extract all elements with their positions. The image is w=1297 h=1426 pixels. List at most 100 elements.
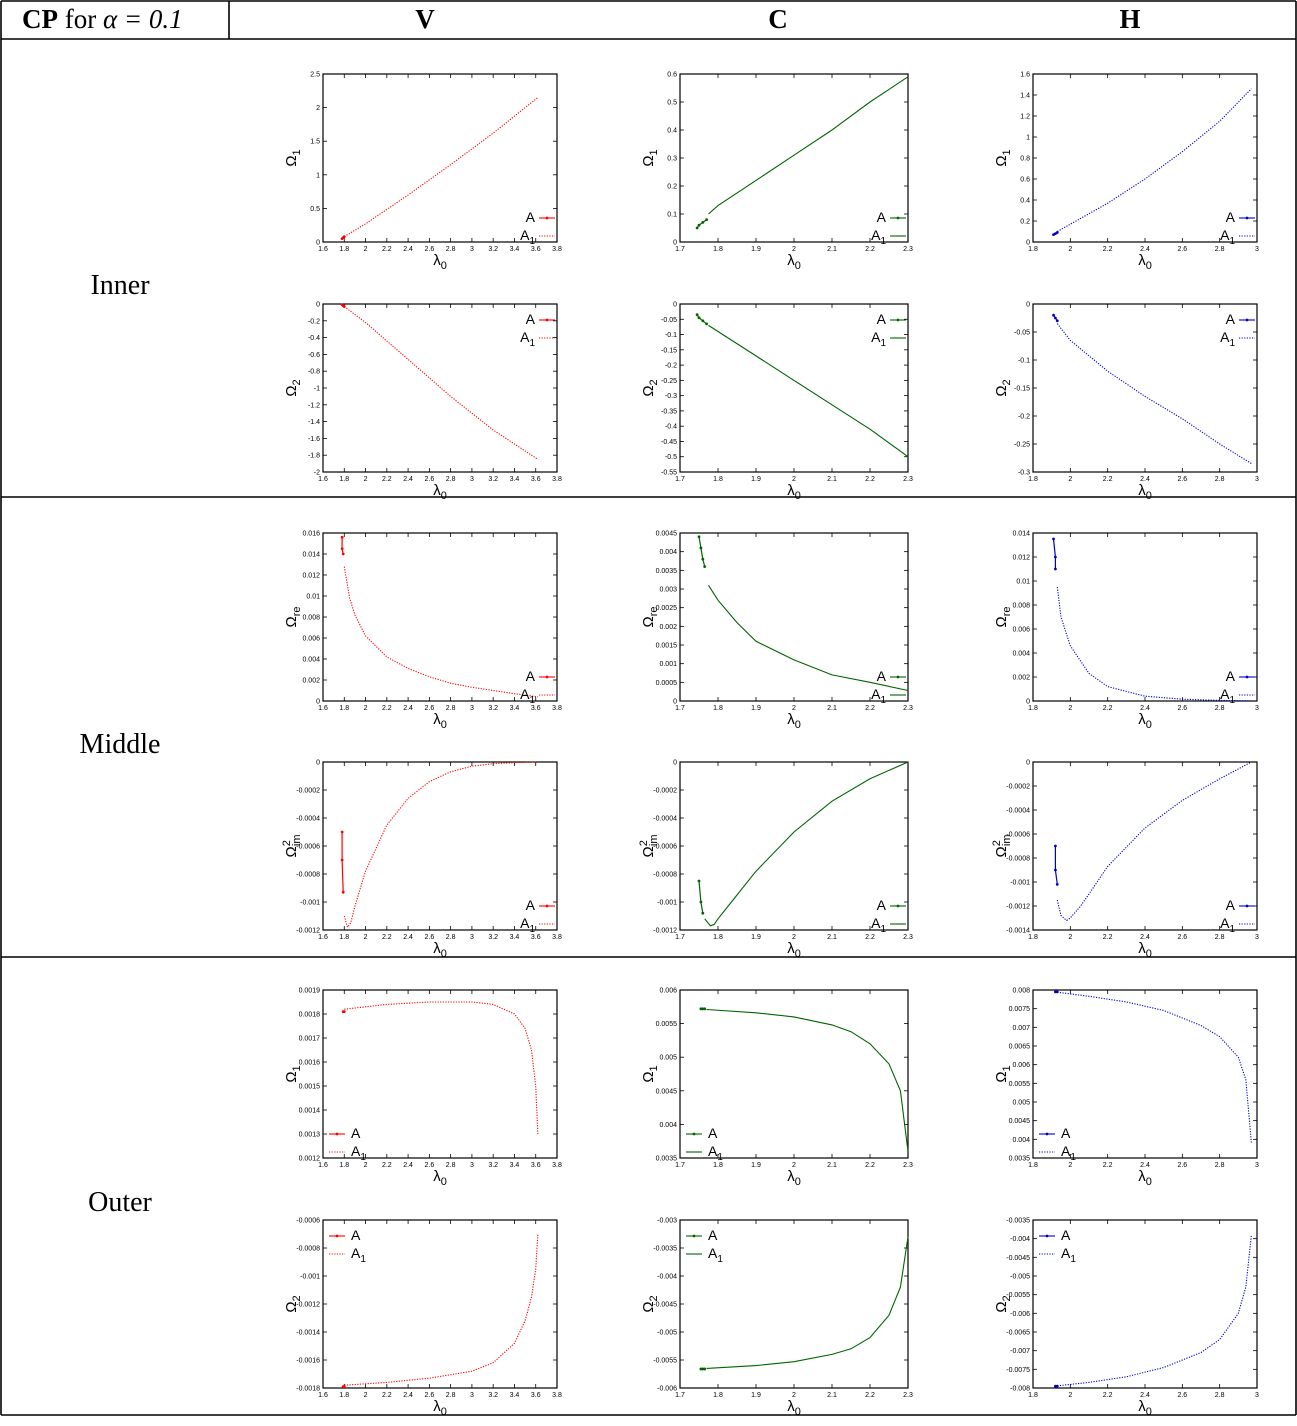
y-tick-label: 0.4 — [667, 128, 677, 135]
chart-middle-c-omega2im: 1.7 1.8 1.9 2 2.1 2.2 2.3 -0.0012 -0.001 -0.0008 -… — [638, 760, 913, 961]
x-tick-label: 2.2 — [865, 1162, 875, 1169]
legend-marker-A — [545, 675, 549, 679]
y-tick-label: -2 — [314, 470, 320, 477]
y-axis-label: Ω2 — [993, 1295, 1013, 1312]
header-corner-text: for — [64, 4, 97, 34]
data-point-A — [1054, 316, 1057, 320]
series-line-A1 — [343, 306, 539, 460]
x-tick-label: 2.2 — [382, 1162, 392, 1169]
series-line-A — [696, 219, 707, 229]
x-tick-label: 2.6 — [1177, 476, 1187, 483]
x-tick-label: 3.4 — [510, 246, 520, 253]
series-line-A — [341, 537, 344, 555]
x-tick-label: 3 — [1255, 476, 1259, 483]
data-point-A — [1052, 313, 1055, 317]
legend-marker-A — [335, 1234, 339, 1238]
legend-label-A1: A1 — [520, 686, 535, 706]
y-tick-label: -0.0008 — [296, 872, 320, 879]
y-tick-label: 0.0045 — [656, 531, 678, 538]
y-axis-label: Ω2im — [991, 835, 1013, 858]
y-tick-label: -0.3 — [1018, 470, 1030, 477]
chart-outer-h-omega2: 1.8 2 2.2 2.4 2.6 2.8 3 -0.008 -0.0075 -0.007 -0.0… — [993, 1218, 1259, 1419]
y-tick-label: -0.0055 — [653, 1358, 677, 1365]
y-tick-label: -0.6 — [308, 352, 320, 359]
x-tick-label: 2.4 — [403, 246, 413, 253]
x-tick-label: 1.7 — [675, 1162, 685, 1169]
x-tick-label: 2.6 — [424, 476, 434, 483]
legend-marker-A — [896, 318, 900, 322]
x-tick-label: 2.2 — [382, 246, 392, 253]
chart-outer-h-omega1: 1.8 2 2.2 2.4 2.6 2.8 3 0.0035 0.004 0.0045 0.005 0… — [993, 988, 1259, 1189]
y-tick-label: -1.2 — [308, 402, 320, 409]
legend-label-A: A — [1061, 1125, 1071, 1141]
x-tick-label: 3.8 — [552, 705, 562, 712]
y-tick-label: -0.15 — [661, 347, 677, 354]
y-axis-label-group: Ω1 — [640, 149, 660, 166]
x-tick-label: 2 — [792, 246, 796, 253]
y-tick-label: 0.5 — [310, 206, 320, 213]
x-tick-label: 1.8 — [713, 705, 723, 712]
y-tick-label: -0.001 — [657, 900, 677, 907]
chart-inner-v-omega1: 1.6 1.8 2 2.2 2.4 2.6 2.8 3 3.2 3.4 3.6 3.8 0 0.5 1 1.5… — [283, 72, 562, 273]
y-tick-label: -0.0008 — [296, 1246, 320, 1253]
x-tick-label: 3 — [1255, 705, 1259, 712]
y-tick-label: 0 — [673, 240, 677, 247]
chart-inner-c-omega1: 1.7 1.8 1.9 2 2.1 2.2 2.3 0 0.1 0.2 0.3 0.4 0.5 0.6 λ0… — [640, 72, 913, 273]
y-axis-label: Ωre — [283, 607, 303, 628]
x-tick-label: 1.6 — [318, 705, 328, 712]
y-tick-label: -0.0035 — [1006, 1218, 1030, 1225]
x-tick-label: 2.6 — [424, 934, 434, 941]
x-tick-label: 2.4 — [1140, 934, 1150, 941]
legend-label-A: A — [1226, 897, 1236, 913]
y-tick-label: -0.0006 — [653, 844, 677, 851]
x-tick-label: 1.9 — [751, 934, 761, 941]
y-tick-label: 0 — [673, 760, 677, 767]
series-line-A1 — [1057, 991, 1252, 1144]
x-axis-label: λ0 — [1138, 1398, 1152, 1418]
legend-marker-A — [1245, 216, 1249, 220]
y-axis-label-group: Ω2 — [640, 379, 660, 396]
legend-marker-A — [545, 904, 549, 908]
y-tick-label: -0.4 — [308, 335, 320, 342]
y-tick-label: 0.6 — [667, 72, 677, 79]
y-tick-label: -0.0002 — [1006, 784, 1030, 791]
chart-middle-h-omega2im: 1.8 2 2.2 2.4 2.6 2.8 3 -0.0014 -0.0012 -0.001 -0.… — [991, 760, 1259, 961]
x-tick-label: 2 — [1068, 1392, 1072, 1399]
y-axis-label: Ω2 — [283, 1295, 303, 1312]
y-axis-label-group: Ω2im — [638, 835, 660, 858]
y-axis-label-group: Ω1 — [283, 1065, 303, 1082]
x-tick-label: 2 — [792, 1162, 796, 1169]
y-tick-label: 0.0013 — [299, 1132, 321, 1139]
y-tick-label: -0.0006 — [296, 844, 320, 851]
x-tick-label: 2.1 — [827, 1162, 837, 1169]
y-axis-label-group: Ωre — [640, 607, 660, 628]
y-tick-label: -0.1 — [1018, 358, 1030, 365]
legend-label-A: A — [877, 311, 887, 327]
data-point-A — [342, 305, 346, 308]
y-tick-label: 0.0045 — [1009, 1118, 1031, 1125]
y-tick-label: -1 — [314, 386, 320, 393]
x-tick-label: 2.8 — [446, 476, 456, 483]
data-point-A — [341, 890, 345, 894]
x-tick-label: 1.8 — [713, 476, 723, 483]
chart-outer-c-omega1: 1.7 1.8 1.9 2 2.1 2.2 2.3 0.0035 0.004 0.0045 0.00… — [640, 988, 913, 1189]
x-axis-label: λ0 — [433, 711, 447, 731]
y-tick-label: -0.55 — [661, 470, 677, 477]
data-point-A — [1052, 537, 1055, 541]
y-tick-label: 0.0025 — [656, 605, 678, 612]
y-tick-label: -0.0014 — [1006, 928, 1030, 935]
x-tick-label: 2 — [792, 1392, 796, 1399]
x-tick-label: 3.6 — [531, 1392, 541, 1399]
y-axis-label: Ω1 — [640, 149, 660, 166]
y-tick-label: 0.0014 — [299, 1108, 321, 1115]
y-axis-label: Ωre — [640, 607, 660, 628]
data-point-A — [340, 830, 344, 834]
header-corner: CP for α = 0.1 — [22, 2, 183, 36]
chart-outer-v-omega2: 1.6 1.8 2 2.2 2.4 2.6 2.8 3 3.2 3.4 3.6 3.8 -0.0018 -… — [283, 1218, 562, 1419]
y-tick-label: 1.2 — [1020, 114, 1030, 121]
x-tick-label: 2.2 — [1103, 246, 1113, 253]
series-line-A1 — [1056, 323, 1252, 465]
y-tick-label: -0.004 — [657, 1274, 677, 1281]
data-point-A — [1054, 844, 1057, 848]
